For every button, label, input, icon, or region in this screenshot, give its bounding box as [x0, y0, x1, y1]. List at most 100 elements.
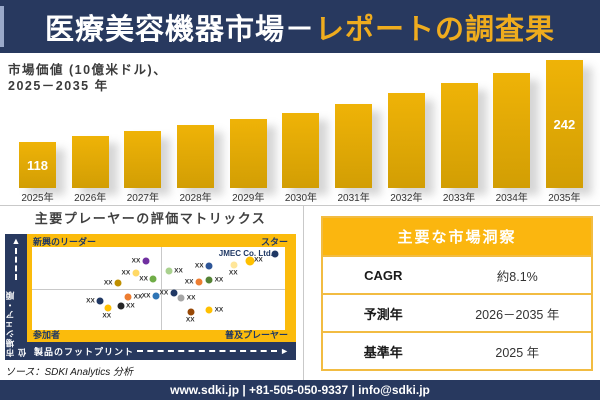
competitor-dot: XX [205, 306, 223, 314]
y-axis-dashed-line [15, 248, 17, 280]
chart-subtitle-line2: 2025－2035 年 [8, 79, 109, 93]
competitor-dot: XX [122, 269, 140, 277]
source-note: ソース：SDKI Analytics 分析 [5, 367, 134, 378]
page-title-dash: － [284, 13, 315, 46]
competitor-dot-label: XX [103, 279, 113, 287]
bar-2033年 [440, 83, 478, 188]
header-bar: 医療美容機器市場－レポートの調査果 [0, 0, 600, 53]
competitor-dot-label: XX [121, 269, 131, 277]
competitor-dot-label: XX [126, 302, 135, 310]
x-axis-tick-label: 2025年 [21, 193, 54, 204]
section-divider-horizontal [0, 205, 600, 206]
competitor-dot-label: XX [86, 297, 95, 305]
insight-value-forecast-years: 2026－2035 年 [475, 307, 560, 322]
quadrant-label-pervasive-players: 普及プレーヤー [224, 330, 288, 340]
competitor-dot-label: XX [228, 269, 238, 277]
bar-2025年: 118 [19, 142, 56, 188]
competitor-dot-label: XX [184, 278, 194, 286]
x-axis-tick-label: 2026年 [74, 193, 107, 204]
quadrant-divider-vertical [161, 247, 163, 330]
insight-value-cagr: 約8.1% [496, 269, 538, 284]
competitor-dot: XX [117, 302, 135, 310]
bar-value-label: 242 [553, 116, 576, 132]
arrow-right-icon: ► [280, 345, 289, 356]
bar-2028年 [177, 125, 215, 188]
bar-2026年 [71, 136, 109, 188]
x-axis-tick-label: 2030年 [284, 193, 318, 204]
competitor-dot-label: XX [186, 294, 196, 302]
competitor-dot: XX [185, 278, 203, 286]
competitor-dot-label: XX [214, 276, 224, 284]
quadrant-divider-horizontal [32, 289, 285, 291]
competitor-dot-label: XX [159, 289, 169, 297]
x-axis-tick-label: 2035年 [548, 193, 581, 204]
matrix-x-axis: 製品のフットプリント ► [27, 342, 296, 360]
x-axis-tick-label: 2034年 [495, 193, 528, 204]
bar-2034年 [493, 73, 531, 188]
insight-label-cagr: CAGR [364, 267, 403, 283]
table-row: CAGR 約8.1% [323, 255, 591, 293]
competitor-dot-label: XX [174, 267, 183, 275]
x-axis-tick-label: 2031年 [337, 193, 370, 204]
matrix-y-axis-label: 市場シェア・順位 [5, 290, 27, 358]
matrix-y-axis: ▲ 市場シェア・順位 [5, 234, 27, 360]
bar-2027年 [124, 131, 162, 188]
quadrant-label-participants: 参加者 [33, 330, 61, 340]
x-axis-tick-label: 2028年 [179, 193, 212, 204]
competitor-dot: XX [86, 297, 104, 305]
key-insights-title: 主要な市場洞察 [323, 218, 591, 255]
key-insights-panel: 主要な市場洞察 CAGR 約8.1% 予測年 2026－2035 年 基準年 2… [321, 216, 593, 371]
competitor-dot: XX [229, 261, 238, 277]
highlighted-company-label: JMEC Co. Ltd. [218, 249, 273, 258]
competitor-dot: XX [104, 279, 122, 287]
competitor-dot-label: XX [194, 262, 204, 270]
competitor-dot-label: XX [254, 256, 263, 264]
matrix-x-axis-label: 製品のフットプリント [34, 346, 135, 357]
page-title: 医療美容機器市場－レポートの調査果 [45, 6, 555, 48]
section-divider-vertical [303, 205, 304, 380]
x-axis-tick-label: 2027年 [126, 193, 159, 204]
footer-contact[interactable]: www.sdki.jp | +81-505-050-9337 | info@sd… [170, 383, 430, 397]
insight-label-base-year: 基準年 [363, 344, 403, 360]
competitor-dot: XX [142, 292, 160, 300]
matrix-frame: 新興のリーダー スター 参加者 普及プレーヤー JMEC Co. Ltd. XX… [27, 234, 296, 342]
insight-value-base-year: 2025 年 [495, 345, 540, 360]
quadrant-label-emerging-leaders: 新興のリーダー [33, 237, 97, 247]
chart-subtitle-line1: 市場価値 (10億米ドル)、 [8, 63, 168, 77]
competitor-dot: XX [195, 262, 213, 270]
competitor-dot: XX [177, 294, 195, 302]
bar-2029年 [229, 119, 267, 188]
bar-2032年 [387, 93, 425, 188]
page-title-accent: レポートの調査果 [315, 13, 556, 46]
competitor-dot-label: XX [139, 275, 148, 283]
competitor-dot: XX [245, 256, 263, 266]
competitor-dot-label: XX [214, 306, 224, 314]
quadrant-label-star: スター [260, 237, 288, 247]
table-row: 予測年 2026－2035 年 [323, 293, 591, 331]
bar-2035年: 242 [545, 60, 583, 188]
competitor-dot-label: XX [141, 292, 151, 300]
footer-bar: www.sdki.jp | +81-505-050-9337 | info@sd… [0, 380, 600, 400]
competitor-dot: XX [132, 257, 150, 265]
bar-chart-bars: 118 242 [19, 57, 583, 188]
competitor-dot: XX [124, 293, 142, 301]
chart-subtitle: 市場価値 (10億米ドル)、 2025－2035 年 [8, 62, 167, 94]
bar-chart-x-axis-labels: 2025年 2026年 2027年 2028年 2029年 2030年 2031年 2032年… [19, 189, 583, 204]
competitor-dot-label: XX [133, 293, 143, 301]
competitor-matrix: ▲ 市場シェア・順位 新興のリーダー スター 参加者 普及プレーヤー JMEC … [5, 227, 296, 360]
insight-label-forecast-years: 予測年 [363, 306, 403, 322]
competitor-dot: XX [205, 276, 223, 284]
x-axis-dashed-line [137, 350, 278, 352]
matrix-title: 主要プレーヤーの評価マトリックス [34, 211, 267, 226]
bar-2031年 [335, 104, 373, 188]
x-axis-tick-label: 2029年 [232, 193, 265, 204]
competitor-dot-label: XX [185, 316, 195, 324]
competitor-dot: XX [102, 304, 112, 320]
competitor-dot: XX [160, 289, 178, 297]
x-axis-tick-label: 2032年 [390, 193, 423, 204]
competitor-dot: XX [186, 308, 195, 323]
competitor-dot-label: XX [102, 312, 112, 320]
competitor-dot: XX [139, 275, 157, 283]
bar-value-label: 118 [27, 157, 48, 173]
